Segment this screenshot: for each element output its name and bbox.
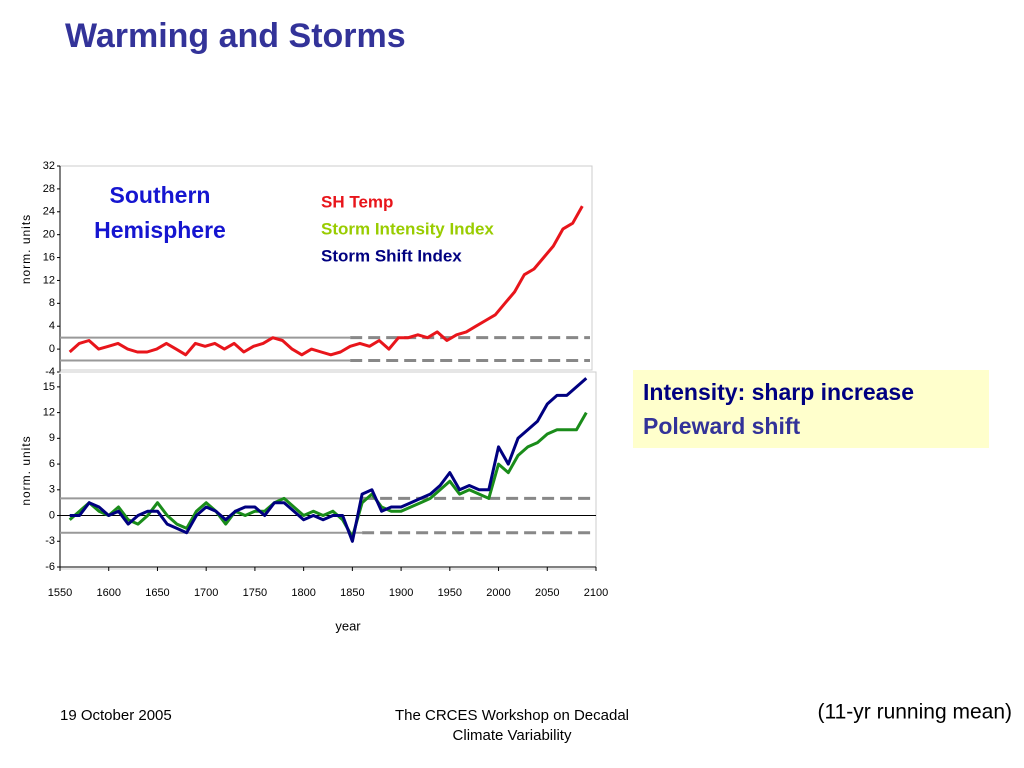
x-tick-label: 1550	[48, 587, 72, 599]
series-line	[69, 377, 588, 543]
legend-entry: Storm Shift Index	[321, 246, 462, 265]
y-tick-label: 12	[43, 274, 55, 286]
bottom-panel	[59, 371, 597, 570]
callout-box	[633, 370, 989, 448]
annotation: Hemisphere	[94, 217, 226, 243]
x-tick-label: 1850	[340, 587, 364, 599]
y-tick-label: 28	[43, 183, 55, 195]
x-tick-label: 2050	[535, 587, 559, 599]
y-tick-label: 0	[49, 343, 55, 355]
x-tick-label: 1900	[389, 587, 413, 599]
y-axis-label: norm. units	[19, 214, 33, 284]
y-tick-label: 12	[43, 407, 55, 419]
y-tick-label: 32	[43, 160, 55, 172]
slide-title: Warming and Storms	[65, 17, 406, 55]
series-line	[68, 411, 588, 539]
x-tick-label: 1750	[243, 587, 267, 599]
bottom-chart: 15 12 9 6 3 0 -3 -6 1550 1600 1650 1700 1750 1800 1850…	[19, 374, 608, 633]
footer-event: The CRCES Workshop on Decadal	[395, 707, 629, 724]
y-tick-label: 24	[43, 206, 55, 218]
y-tick-label: 15	[43, 381, 55, 393]
legend-entry: SH Temp	[321, 192, 393, 211]
footer-event: Climate Variability	[453, 727, 572, 744]
callout-text: Intensity: sharp increase	[643, 379, 914, 405]
y-tick-label: 8	[49, 297, 55, 309]
legend-entry: Storm Intensity Index	[321, 219, 494, 238]
annotation: Southern	[110, 182, 211, 208]
x-tick-label: 1600	[96, 587, 120, 599]
y-axis-label: norm. units	[19, 435, 33, 505]
y-tick-label: 6	[49, 458, 55, 470]
x-tick-label: 1950	[438, 587, 462, 599]
top-chart: 32 28 24 20 16 12 8 4 0 -4 norm. units	[19, 160, 590, 378]
x-tick-label: 1650	[145, 587, 169, 599]
x-tick-label: 2000	[486, 587, 510, 599]
y-tick-label: 3	[49, 484, 55, 496]
callout-text: Poleward shift	[643, 413, 801, 439]
series-line	[68, 205, 584, 357]
footer-date: 19 October 2005	[60, 707, 172, 724]
y-tick-label: 4	[49, 320, 55, 332]
x-tick-label: 2100	[584, 587, 608, 599]
y-tick-label: 16	[43, 251, 55, 263]
top-panel	[59, 165, 593, 371]
y-tick-label: -4	[45, 366, 55, 378]
y-tick-label: 9	[49, 432, 55, 444]
x-axis-label: year	[335, 618, 361, 633]
y-tick-label: 20	[43, 229, 55, 241]
y-tick-label: 0	[49, 509, 55, 521]
x-tick-label: 1700	[194, 587, 218, 599]
y-tick-label: -3	[45, 535, 55, 547]
y-tick-label: -6	[45, 561, 55, 573]
footer-note: (11-yr running mean)	[817, 701, 1012, 724]
x-tick-label: 1800	[291, 587, 315, 599]
